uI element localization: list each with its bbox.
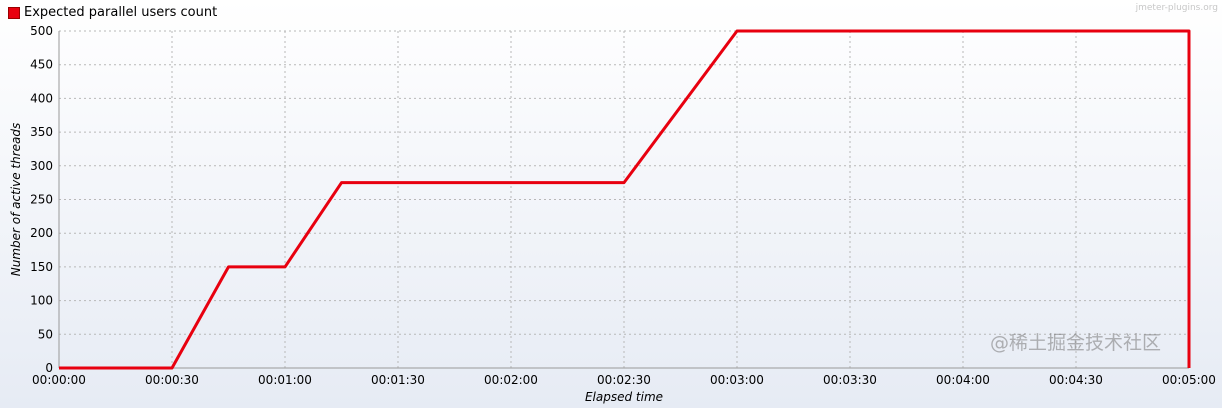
y-tick-label: 400 [30,91,53,105]
legend-swatch [8,6,20,19]
x-tick-label: 00:05:00 [1162,373,1216,387]
y-tick-label: 300 [30,159,53,173]
x-axis-label: Elapsed time [585,390,663,404]
x-tick-label: 00:00:30 [145,373,199,387]
y-tick-label: 50 [38,327,53,341]
y-tick-label: 200 [30,226,53,240]
y-tick-label: 100 [30,294,53,308]
credit: jmeter-plugins.org [1135,3,1218,13]
legend-label: Expected parallel users count [24,5,218,20]
x-tick-label: 00:04:00 [936,373,990,387]
x-tick-label: 00:01:30 [371,373,425,387]
x-tick-label: 00:03:30 [823,373,877,387]
y-axis-label: Number of active threads [9,123,23,277]
y-tick-label: 350 [30,125,53,139]
y-tick-label: 500 [30,24,53,38]
y-tick-label: 150 [30,260,53,274]
legend: Expected parallel users count [8,5,217,20]
y-tick-label: 450 [30,58,53,72]
x-tick-label: 00:00:00 [32,373,86,387]
x-tick-label: 00:02:00 [484,373,538,387]
y-tick-label: 250 [30,193,53,207]
x-tick-label: 00:01:00 [258,373,312,387]
x-tick-label: 00:02:30 [597,373,651,387]
x-tick-label: 00:03:00 [710,373,764,387]
series-line [59,29,1191,370]
y-tick-label: 0 [45,361,53,375]
watermark: @稀土掘金技术社区 [990,332,1162,354]
x-tick-label: 00:04:30 [1049,373,1103,387]
